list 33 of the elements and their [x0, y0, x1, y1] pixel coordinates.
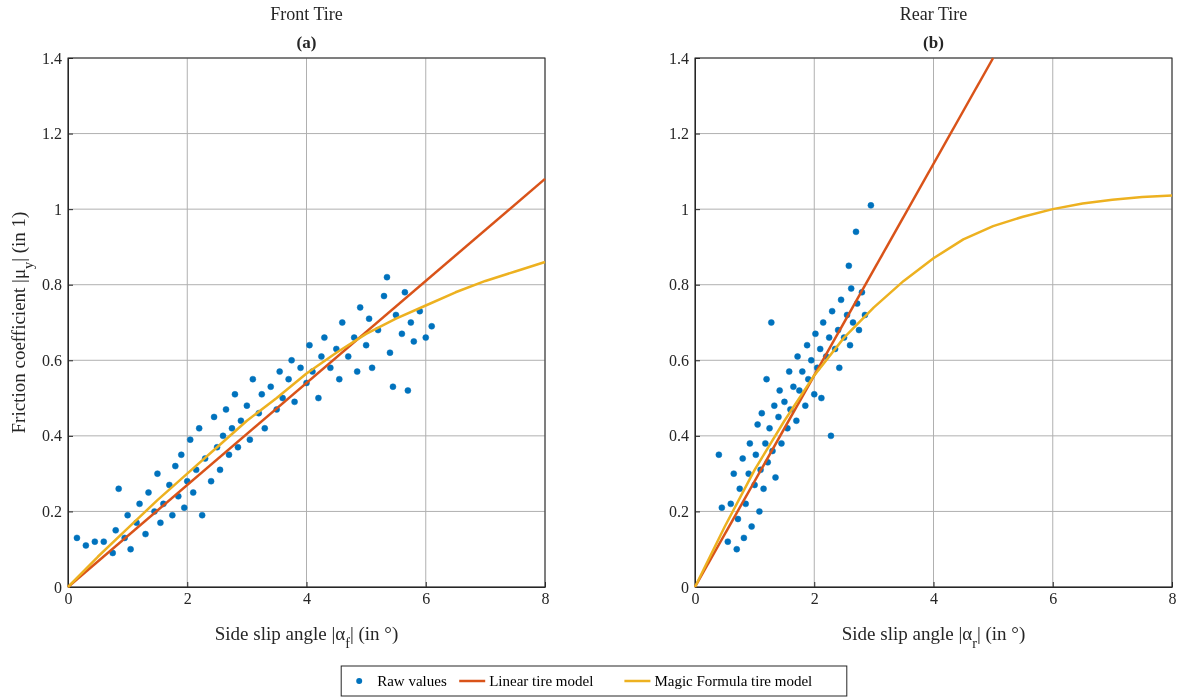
chart-subtitle: (b): [923, 33, 944, 52]
x-axis-title: Side slip angle |α$_{r}$| (in °): [841, 623, 1026, 651]
y-tick-label: 0: [54, 578, 62, 596]
y-tick-label: 1: [54, 200, 62, 218]
x-axis-title: Side slip angle |α$_{f}$| (in °): [214, 623, 399, 651]
x-tick-label: 2: [810, 590, 819, 608]
x-tick-label: 8: [1168, 590, 1177, 608]
x-tick-label: 2: [183, 590, 192, 608]
y-tick-label: 0.4: [42, 427, 62, 445]
legend-label: Raw values: [377, 673, 447, 689]
y-tick-label: 0.6: [669, 351, 689, 369]
chart-title: Front Tire: [270, 4, 343, 24]
legend-label: Linear tire model: [489, 673, 594, 689]
x-tick-label: 6: [1049, 590, 1058, 608]
y-tick-label: 0.2: [669, 503, 689, 521]
x-tick-label: 4: [303, 590, 311, 608]
y-tick-label: 0.6: [42, 351, 62, 369]
y-tick-label: 0.8: [42, 276, 62, 294]
chart-subtitle: (a): [296, 33, 317, 52]
legend-label: Magic Formula tire model: [654, 673, 813, 689]
y-tick-label: 0.8: [669, 276, 689, 294]
y-tick-label: 0: [681, 578, 689, 596]
x-tick-label: 6: [422, 590, 431, 608]
y-tick-label: 1.2: [669, 125, 689, 143]
y-tick-label: 1: [681, 200, 689, 218]
x-tick-label: 8: [541, 590, 550, 608]
y-tick-label: 1.2: [42, 125, 62, 143]
y-tick-label: 1.4: [669, 49, 689, 67]
y-tick-label: 0.4: [669, 427, 689, 445]
y-tick-label: 1.4: [42, 49, 62, 67]
chart-title: Rear Tire: [899, 4, 968, 24]
y-tick-label: 0.2: [42, 503, 62, 521]
x-tick-label: 4: [930, 590, 938, 608]
